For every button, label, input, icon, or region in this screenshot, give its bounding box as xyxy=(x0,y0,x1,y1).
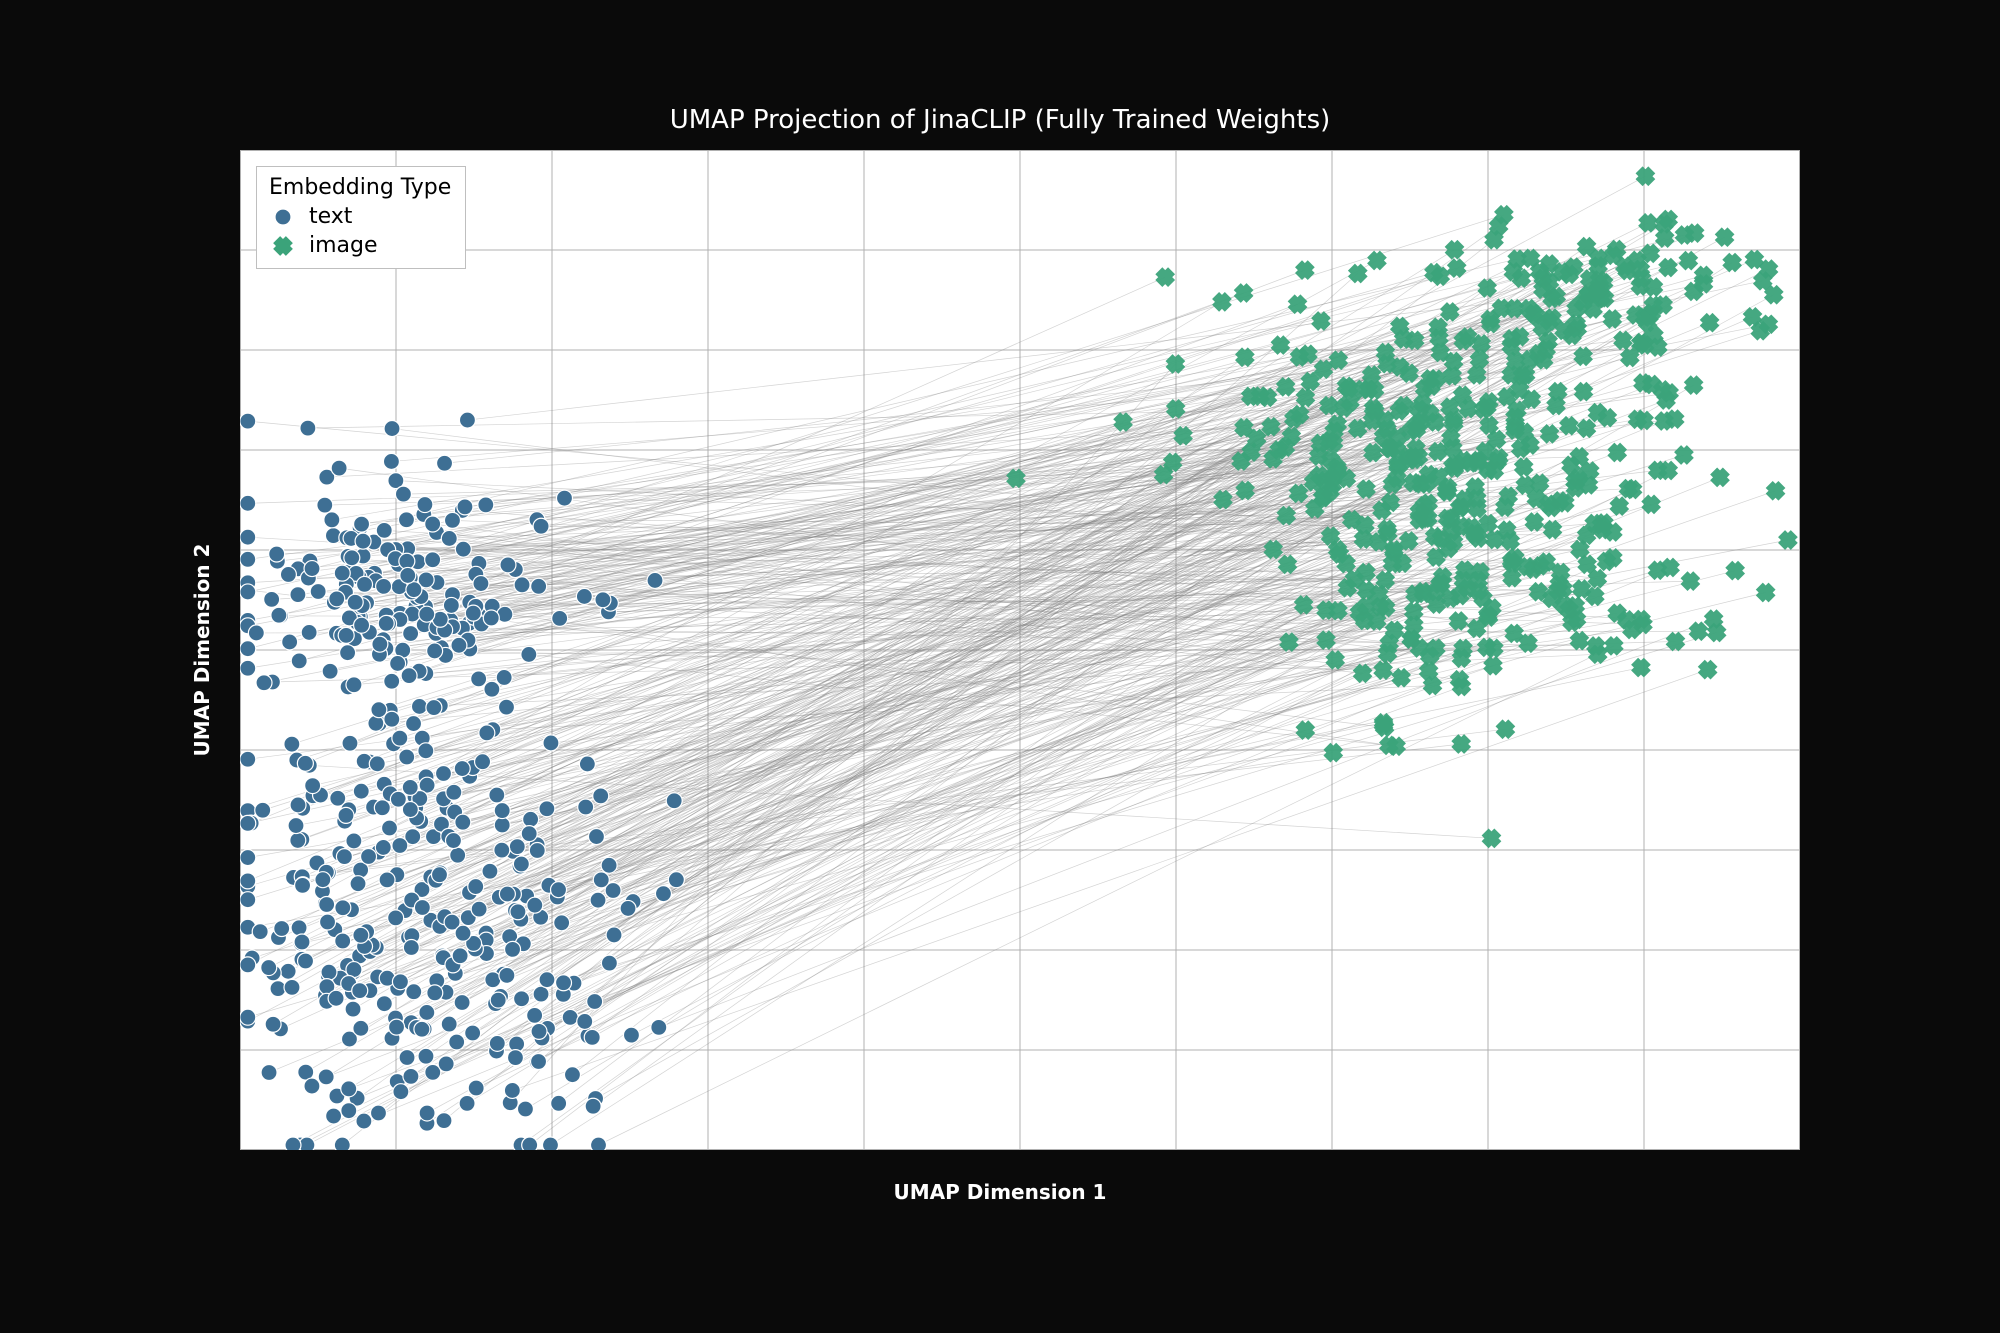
x-marker-icon xyxy=(269,235,297,257)
legend-title: Embedding Type xyxy=(269,175,451,200)
chart-frame: UMAP Projection of JinaCLIP (Fully Train… xyxy=(0,0,2000,1333)
y-axis-label: UMAP Dimension 2 xyxy=(190,544,214,757)
plot-area xyxy=(240,150,1800,1150)
legend-label-image: image xyxy=(309,233,378,258)
legend-box: Embedding Type text image xyxy=(256,166,466,269)
circle-marker-icon xyxy=(269,206,297,228)
scatter-svg xyxy=(240,150,1800,1150)
x-axis-label: UMAP Dimension 1 xyxy=(894,1180,1107,1204)
legend-item-image: image xyxy=(269,233,451,258)
legend-label-text: text xyxy=(309,204,352,229)
legend-item-text: text xyxy=(269,204,451,229)
chart-title: UMAP Projection of JinaCLIP (Fully Train… xyxy=(670,105,1331,135)
